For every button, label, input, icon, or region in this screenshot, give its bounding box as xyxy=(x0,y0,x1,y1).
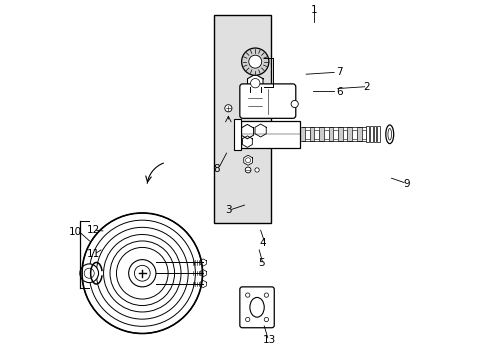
Circle shape xyxy=(245,293,249,297)
Text: 11: 11 xyxy=(87,248,101,258)
Polygon shape xyxy=(200,270,206,277)
Bar xyxy=(333,130,337,139)
Circle shape xyxy=(264,293,268,297)
Bar xyxy=(376,126,379,142)
Text: 10: 10 xyxy=(68,227,81,237)
Circle shape xyxy=(290,100,298,108)
Polygon shape xyxy=(247,74,263,92)
Bar xyxy=(318,127,323,141)
Bar xyxy=(373,126,376,142)
Circle shape xyxy=(254,168,259,172)
Bar xyxy=(300,127,304,141)
Circle shape xyxy=(134,265,150,281)
Text: 13: 13 xyxy=(263,334,276,345)
FancyBboxPatch shape xyxy=(239,84,295,118)
Bar xyxy=(356,127,361,141)
Circle shape xyxy=(224,105,231,112)
Text: 9: 9 xyxy=(403,179,409,189)
Circle shape xyxy=(128,260,156,287)
Text: 1: 1 xyxy=(310,5,317,15)
Circle shape xyxy=(250,78,260,88)
Text: 5: 5 xyxy=(258,258,264,268)
Circle shape xyxy=(245,158,250,163)
Bar xyxy=(234,119,241,149)
Polygon shape xyxy=(200,280,206,288)
Bar xyxy=(351,130,356,139)
Text: 7: 7 xyxy=(336,67,342,77)
Bar xyxy=(214,15,271,223)
Polygon shape xyxy=(200,259,206,266)
Circle shape xyxy=(245,318,249,321)
Text: 2: 2 xyxy=(363,82,369,92)
Circle shape xyxy=(248,55,261,68)
Bar xyxy=(304,130,309,139)
Text: 8: 8 xyxy=(213,164,220,174)
FancyBboxPatch shape xyxy=(239,287,274,328)
Polygon shape xyxy=(241,125,253,139)
Circle shape xyxy=(244,167,250,173)
Circle shape xyxy=(80,264,99,283)
Bar xyxy=(337,127,342,141)
Bar xyxy=(347,127,351,141)
Bar xyxy=(328,127,333,141)
Circle shape xyxy=(264,318,268,321)
Bar xyxy=(342,130,347,139)
Circle shape xyxy=(241,48,268,75)
Ellipse shape xyxy=(387,129,391,140)
Bar xyxy=(366,126,368,142)
Bar xyxy=(323,130,328,139)
Text: 6: 6 xyxy=(336,87,342,97)
Polygon shape xyxy=(242,136,252,147)
Bar xyxy=(369,126,372,142)
Polygon shape xyxy=(243,155,252,165)
Bar xyxy=(314,130,318,139)
Ellipse shape xyxy=(385,125,393,144)
Ellipse shape xyxy=(249,297,264,317)
Circle shape xyxy=(84,268,94,278)
Text: 4: 4 xyxy=(259,238,265,248)
Bar xyxy=(309,127,314,141)
Bar xyxy=(241,121,300,148)
Text: 3: 3 xyxy=(224,206,231,216)
Bar xyxy=(361,130,366,139)
Polygon shape xyxy=(255,124,265,137)
Text: 12: 12 xyxy=(87,225,101,235)
